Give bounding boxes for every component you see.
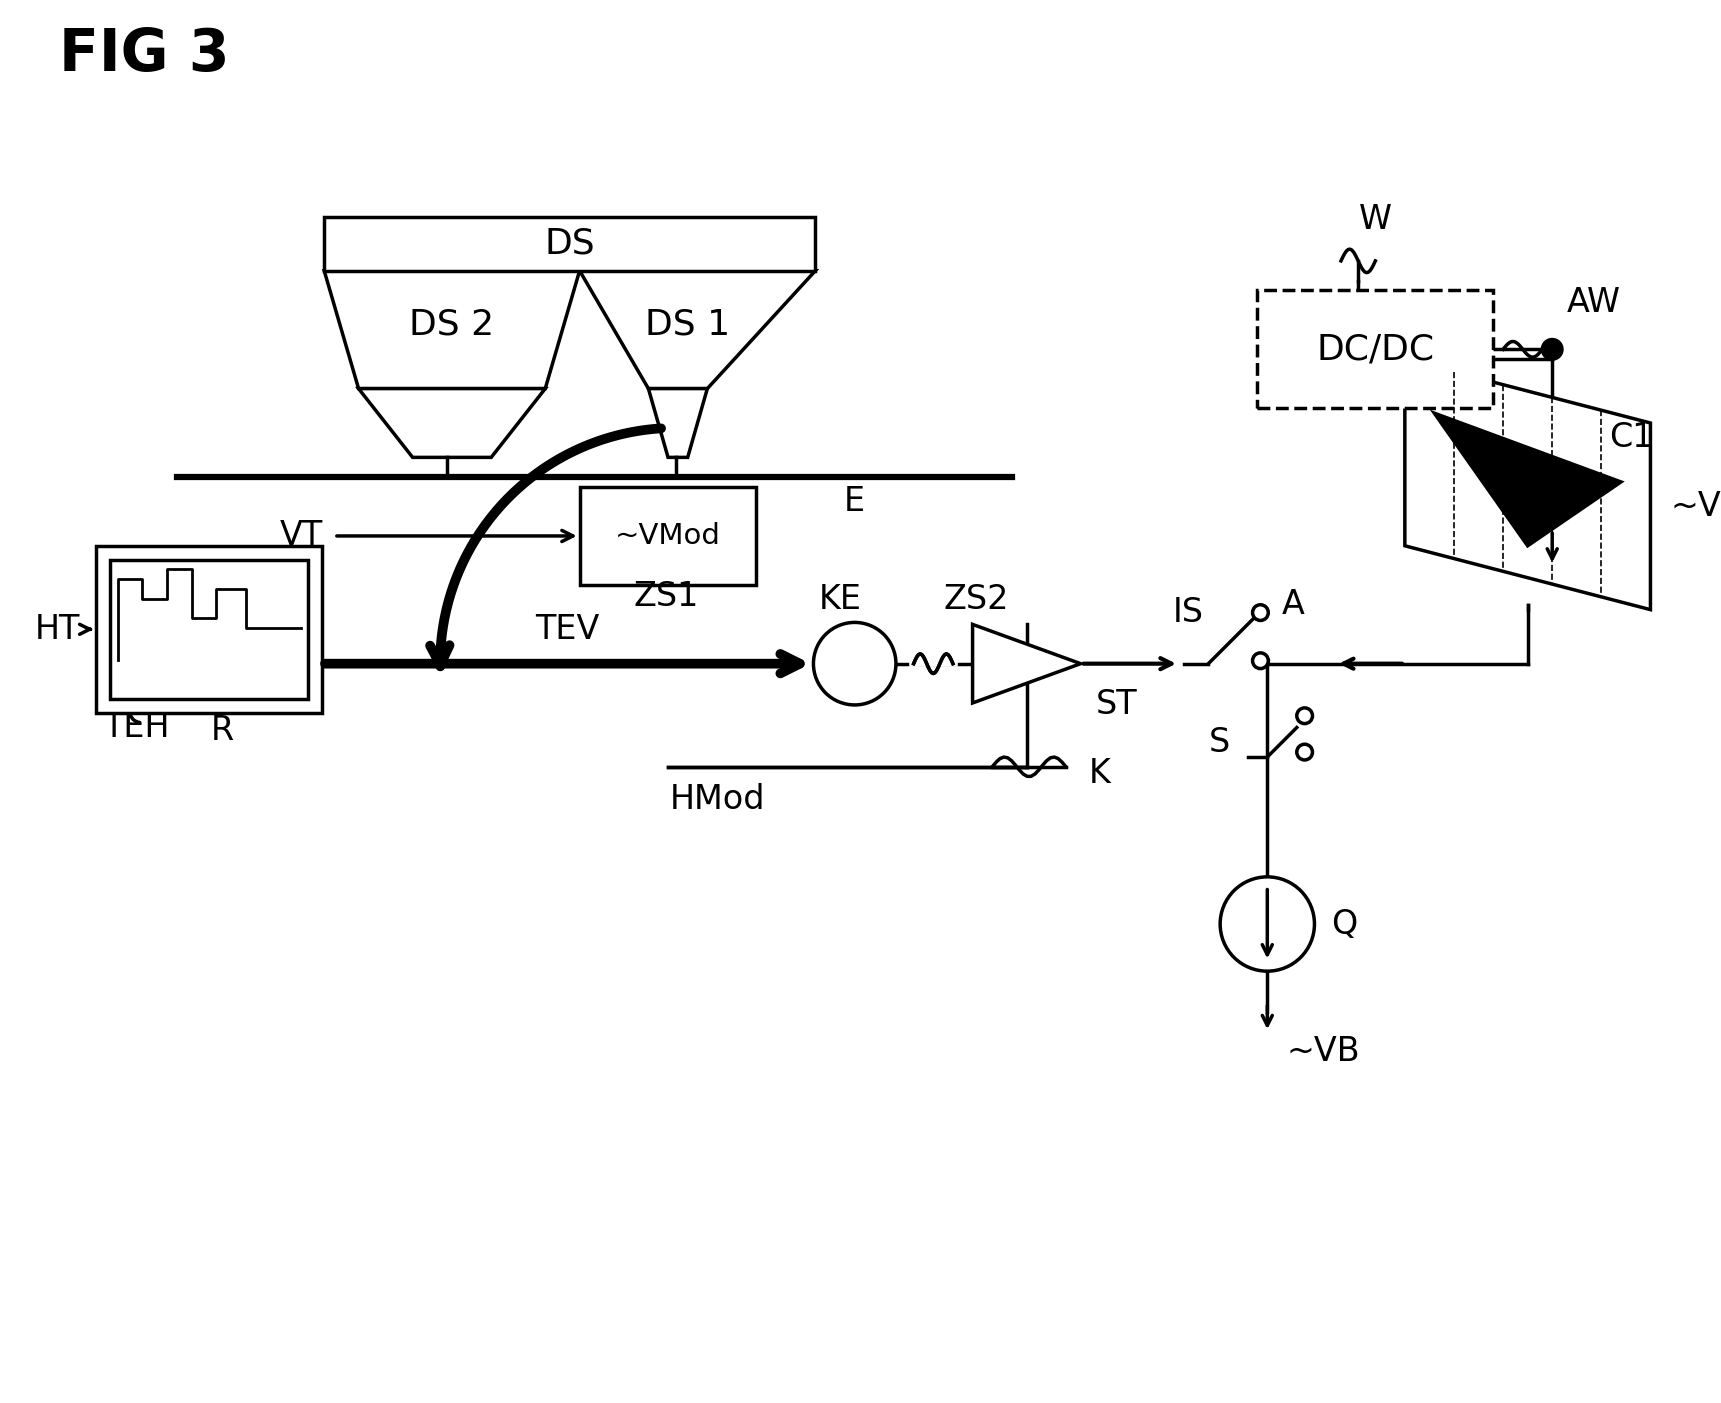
Text: C1: C1 bbox=[1609, 421, 1654, 455]
Bar bbox=[580, 487, 757, 585]
Text: W: W bbox=[1360, 203, 1392, 236]
Circle shape bbox=[1253, 652, 1268, 669]
Polygon shape bbox=[972, 624, 1081, 703]
Text: A: A bbox=[1282, 588, 1305, 622]
Text: HMod: HMod bbox=[669, 783, 764, 815]
Circle shape bbox=[1298, 744, 1313, 760]
Text: KE: KE bbox=[819, 584, 862, 616]
Text: Q: Q bbox=[1330, 908, 1358, 940]
Bar bbox=[96, 546, 322, 713]
Text: HT: HT bbox=[34, 613, 79, 645]
Text: R: R bbox=[212, 714, 234, 746]
Circle shape bbox=[1220, 877, 1315, 971]
Circle shape bbox=[814, 623, 897, 704]
Text: ST: ST bbox=[1095, 689, 1138, 721]
Polygon shape bbox=[649, 389, 707, 457]
Text: ~VMod: ~VMod bbox=[614, 522, 721, 550]
Text: TEV: TEV bbox=[535, 613, 601, 645]
Text: E: E bbox=[843, 485, 866, 518]
Text: ZS1: ZS1 bbox=[633, 581, 699, 613]
Circle shape bbox=[1542, 338, 1563, 361]
Circle shape bbox=[1298, 709, 1313, 724]
Text: +: + bbox=[979, 675, 1002, 703]
Text: K: K bbox=[1088, 758, 1110, 790]
Text: IS: IS bbox=[1174, 596, 1205, 629]
Polygon shape bbox=[324, 271, 580, 389]
Text: FIG 3: FIG 3 bbox=[59, 27, 229, 83]
Text: DS: DS bbox=[544, 227, 595, 261]
Polygon shape bbox=[1404, 359, 1650, 610]
Text: ~VB: ~VB bbox=[1287, 1035, 1361, 1068]
Bar bbox=[110, 560, 308, 699]
Text: Σ: Σ bbox=[838, 636, 871, 687]
Polygon shape bbox=[580, 271, 816, 389]
Bar bbox=[324, 216, 816, 271]
Text: S: S bbox=[1208, 725, 1229, 759]
Bar bbox=[1258, 290, 1494, 408]
Text: DC/DC: DC/DC bbox=[1317, 333, 1434, 366]
Circle shape bbox=[1253, 605, 1268, 620]
Text: VT: VT bbox=[281, 519, 324, 553]
Text: AW: AW bbox=[1566, 286, 1621, 318]
Polygon shape bbox=[1434, 412, 1621, 546]
Text: TEH: TEH bbox=[103, 711, 170, 744]
Text: DS 1: DS 1 bbox=[645, 307, 730, 342]
Text: ~V: ~V bbox=[1669, 490, 1721, 523]
Polygon shape bbox=[358, 389, 546, 457]
Text: ZS2: ZS2 bbox=[943, 584, 1009, 616]
Text: -: - bbox=[984, 629, 995, 657]
Text: DS 2: DS 2 bbox=[410, 307, 494, 342]
